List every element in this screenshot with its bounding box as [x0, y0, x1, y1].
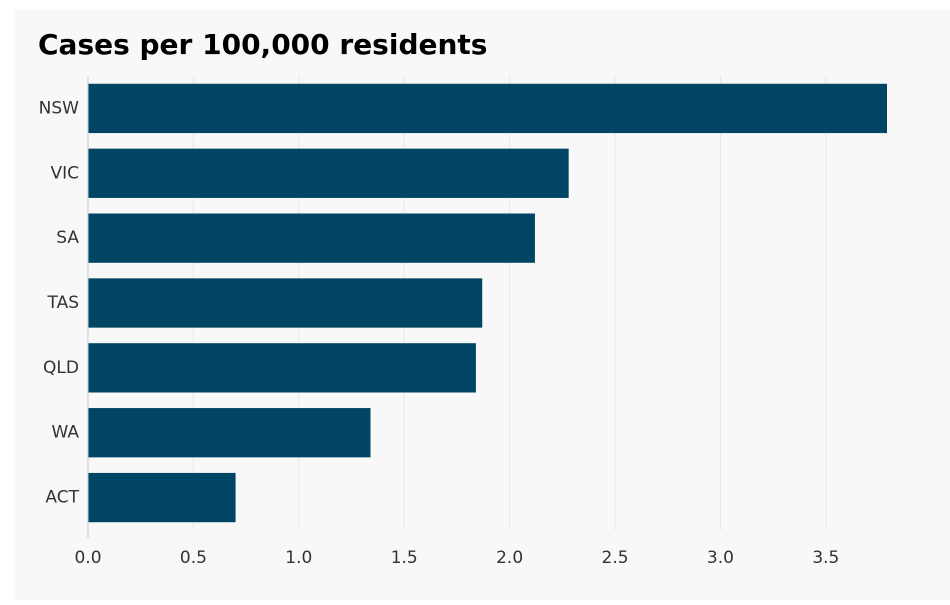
x-tick-label: 2.5 — [602, 548, 629, 568]
x-tick-label: 2.0 — [496, 548, 523, 568]
x-tick-labels: 0.0 0.5 1.0 1.5 2.0 2.5 3.0 3.5 — [74, 548, 839, 568]
x-tick-label: 3.0 — [707, 548, 734, 568]
category-label-wa: WA — [51, 423, 79, 443]
category-label-vic: VIC — [50, 163, 79, 183]
x-tick-label: 1.5 — [391, 548, 418, 568]
bar-qld — [88, 343, 476, 393]
bar-nsw — [88, 83, 887, 134]
chart-panel: Cases per 100,000 residents NSW VIC SA TAS Q… — [15, 10, 950, 600]
x-tick-label: 0.5 — [180, 548, 207, 568]
category-label-tas: TAS — [47, 293, 80, 313]
x-tick-label: 1.0 — [285, 548, 312, 568]
bar-tas — [88, 278, 483, 328]
category-label-nsw: NSW — [39, 98, 80, 118]
bar-sa — [88, 213, 535, 263]
category-labels: NSW VIC SA TAS QLD WA ACT — [39, 98, 80, 507]
bar-wa — [88, 408, 371, 458]
x-tick-label: 3.5 — [812, 548, 839, 568]
bar-chart: NSW VIC SA TAS QLD WA ACT 0.0 0.5 1.0 1.5 2.0 2.5 3.… — [39, 76, 887, 568]
bars — [88, 83, 887, 523]
x-tick-label: 0.0 — [74, 548, 101, 568]
category-label-act: ACT — [45, 488, 79, 508]
bar-act — [88, 472, 236, 523]
category-label-sa: SA — [56, 228, 79, 248]
category-label-qld: QLD — [43, 358, 79, 378]
chart-title: Cases per 100,000 residents — [38, 28, 488, 61]
bar-vic — [88, 148, 569, 198]
